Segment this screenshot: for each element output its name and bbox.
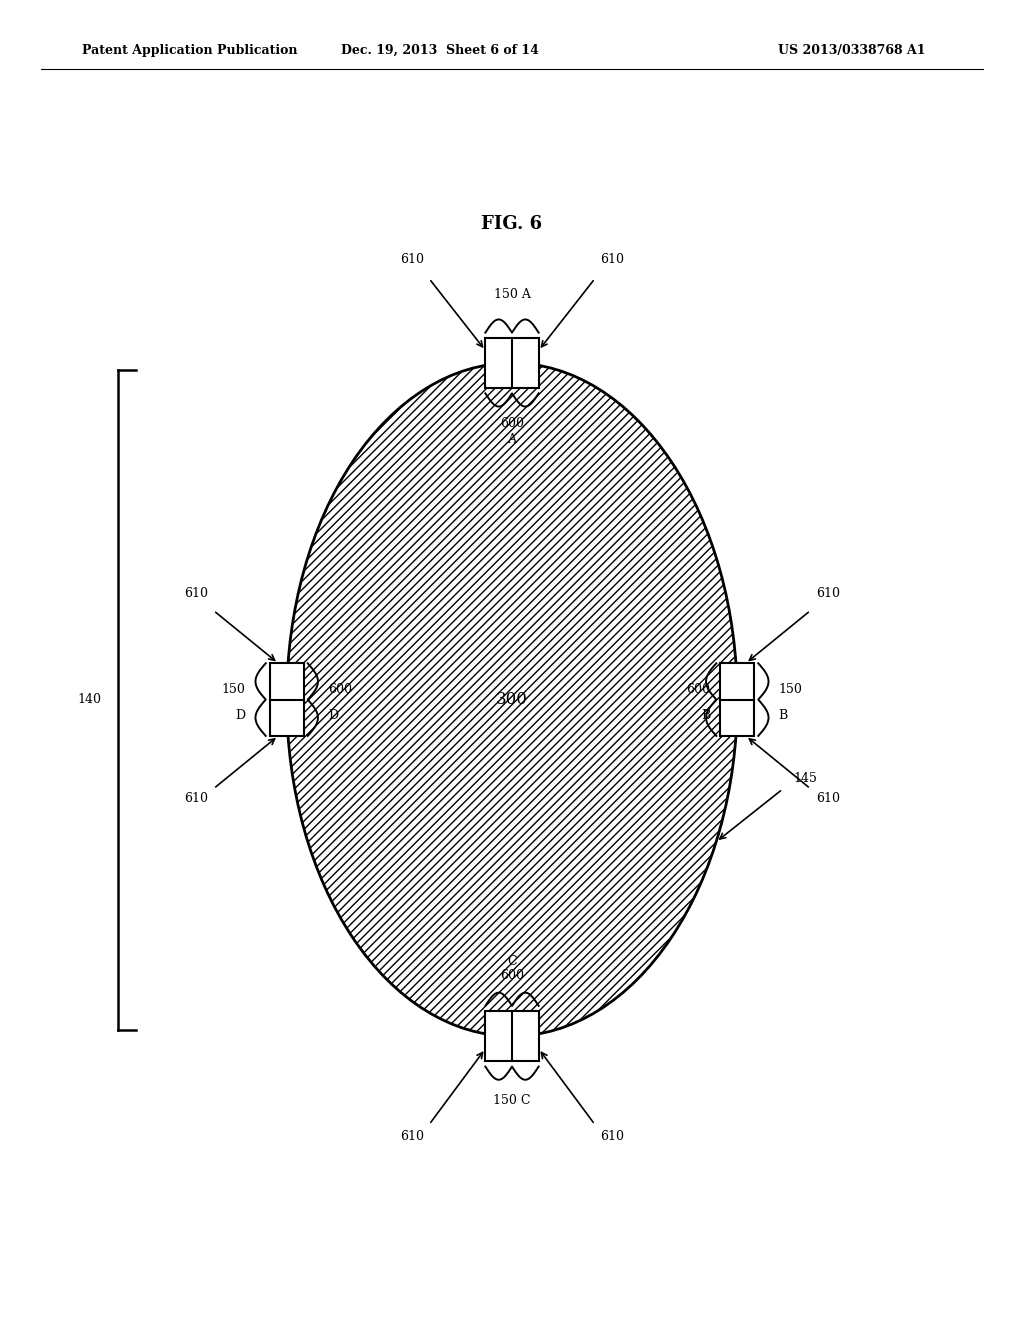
Text: 150 C: 150 C xyxy=(494,1094,530,1107)
Ellipse shape xyxy=(287,363,737,1036)
Text: 610: 610 xyxy=(816,792,840,805)
Text: 600: 600 xyxy=(500,969,524,982)
FancyBboxPatch shape xyxy=(721,664,754,737)
Text: 150: 150 xyxy=(221,682,246,696)
Text: 610: 610 xyxy=(816,587,840,601)
Text: 610: 610 xyxy=(600,252,625,265)
Text: D: D xyxy=(236,709,246,722)
Text: Patent Application Publication: Patent Application Publication xyxy=(82,44,297,57)
Text: Dec. 19, 2013  Sheet 6 of 14: Dec. 19, 2013 Sheet 6 of 14 xyxy=(341,44,540,57)
Text: 140: 140 xyxy=(78,693,101,706)
Text: 600: 600 xyxy=(686,682,711,696)
Text: 610: 610 xyxy=(184,587,208,601)
Text: 610: 610 xyxy=(399,1130,424,1143)
Text: 150 A: 150 A xyxy=(494,288,530,301)
Text: C: C xyxy=(507,954,517,968)
Text: 145: 145 xyxy=(793,772,817,785)
Text: US 2013/0338768 A1: US 2013/0338768 A1 xyxy=(778,44,926,57)
Text: B: B xyxy=(778,709,788,722)
Text: FIG. 6: FIG. 6 xyxy=(481,215,543,234)
Text: A: A xyxy=(508,433,516,446)
Text: 600: 600 xyxy=(329,682,352,696)
FancyBboxPatch shape xyxy=(270,664,303,737)
FancyBboxPatch shape xyxy=(485,338,539,388)
Text: 300: 300 xyxy=(496,692,528,708)
Text: B: B xyxy=(700,709,711,722)
Text: 610: 610 xyxy=(399,252,424,265)
Text: D: D xyxy=(329,709,338,722)
FancyBboxPatch shape xyxy=(485,1011,539,1061)
Text: 600: 600 xyxy=(500,417,524,430)
Text: 150: 150 xyxy=(778,682,803,696)
Text: 610: 610 xyxy=(600,1130,625,1143)
Text: 610: 610 xyxy=(184,792,208,805)
